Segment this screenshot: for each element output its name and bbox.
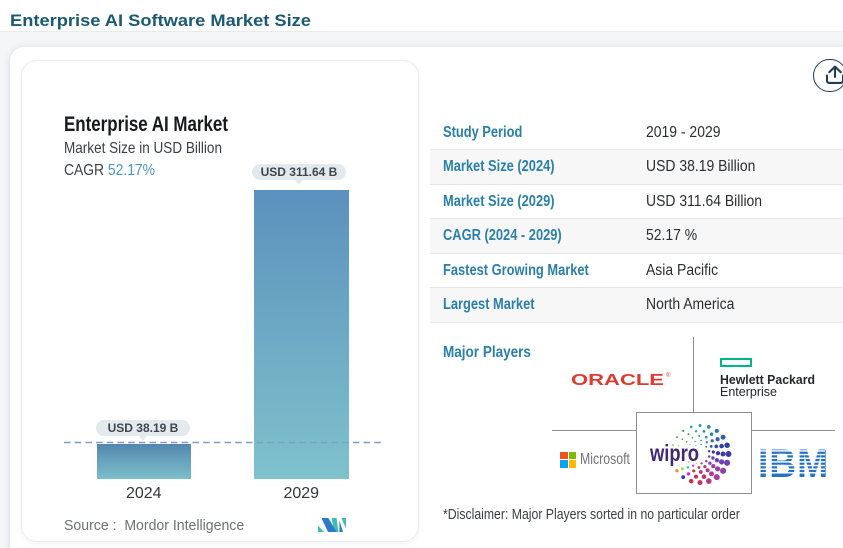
svg-text:wipro: wipro [649,440,699,466]
svg-text:®: ® [666,372,671,379]
svg-text:ORACLE: ORACLE [571,372,664,389]
